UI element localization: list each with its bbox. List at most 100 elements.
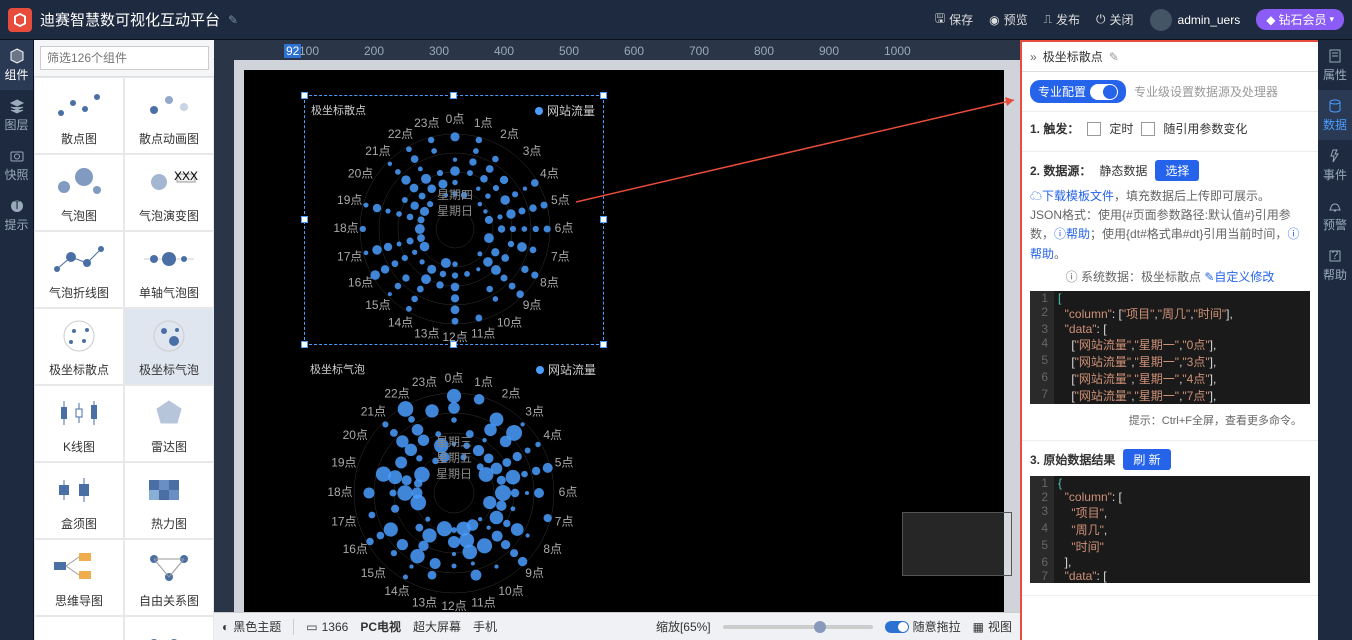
tab-props[interactable]: 属性 xyxy=(1318,40,1352,90)
right-tab-strip: 属性 数据 事件 预警 ? 帮助 xyxy=(1318,40,1352,640)
component-boxplot[interactable]: 盒须图 xyxy=(34,462,124,539)
component-preview xyxy=(134,315,204,357)
component-preview xyxy=(44,392,114,434)
svg-text:20点: 20点 xyxy=(348,167,373,181)
component-bubble[interactable]: 气泡图 xyxy=(34,154,124,231)
tab-data[interactable]: 数据 xyxy=(1318,90,1352,140)
custom-edit-link[interactable]: 自定义修改 xyxy=(1214,270,1274,284)
param-checkbox[interactable] xyxy=(1141,122,1155,136)
svg-text:13点: 13点 xyxy=(414,326,439,340)
user-menu[interactable]: admin_uers xyxy=(1150,9,1241,31)
component-polar-scatter[interactable]: 极坐标散点 xyxy=(34,308,124,385)
component-scatter[interactable]: 散点图 xyxy=(34,77,124,154)
view-button[interactable]: ▦ 视图 xyxy=(973,618,1012,635)
trigger-label: 1. 触发： xyxy=(1030,120,1079,137)
polar-bubble-component[interactable]: 极坐标气泡 网站流量 0点1点2点3点4点5点6点7点8点9点10点11点12点… xyxy=(304,355,604,612)
svg-text:2点: 2点 xyxy=(502,386,521,400)
component-scatter-anim[interactable]: 散点动画图 xyxy=(124,77,214,154)
svg-text:6点: 6点 xyxy=(559,485,578,499)
json-editor-1[interactable]: 1[2 "column": ["项目","周几","时间"],3 "data":… xyxy=(1030,291,1310,404)
close-icon: ⏻ xyxy=(1096,12,1106,27)
preview-button[interactable]: ◉ 预览 xyxy=(989,11,1028,28)
edit-icon[interactable]: ✎ xyxy=(1109,50,1119,64)
svg-text:19点: 19点 xyxy=(331,456,356,470)
component-candlestick[interactable]: K线图 xyxy=(34,385,124,462)
component-label: 极坐标散点 xyxy=(49,361,109,378)
tab-layers[interactable]: 图层 xyxy=(0,90,33,140)
svg-text:19点: 19点 xyxy=(337,193,362,207)
svg-text:星期三: 星期三 xyxy=(436,435,472,449)
component-preview xyxy=(44,546,114,588)
device-pc[interactable]: PC电视 xyxy=(360,618,401,635)
component-preview: XXX xyxy=(134,161,204,203)
minimap[interactable] xyxy=(902,512,1012,576)
component-bubble-axis[interactable]: 单轴气泡图 xyxy=(124,231,214,308)
svg-text:23点: 23点 xyxy=(414,116,439,130)
component-bubble-line[interactable]: 气泡折线图 xyxy=(34,231,124,308)
save-button[interactable]: 🖫 保存 xyxy=(935,9,973,30)
close-button[interactable]: ⏻ 关闭 xyxy=(1096,11,1134,28)
component-label: 单轴气泡图 xyxy=(139,284,199,301)
svg-text:4点: 4点 xyxy=(540,167,559,181)
svg-text:3点: 3点 xyxy=(525,405,544,419)
download-icon: ☁ xyxy=(1030,189,1042,203)
download-template-link[interactable]: 下载模板文件 xyxy=(1042,189,1114,203)
component-polar-bubble[interactable]: 极坐标气泡 xyxy=(124,308,214,385)
component-radar[interactable]: 雷达图 xyxy=(124,385,214,462)
component-bubble-evo[interactable]: XXX气泡演变图 xyxy=(124,154,214,231)
svg-text:XXX: XXX xyxy=(174,169,198,183)
refresh-button[interactable]: 刷 新 xyxy=(1123,449,1170,470)
tab-help[interactable]: ? 帮助 xyxy=(1318,240,1352,290)
tab-components[interactable]: 组件 xyxy=(0,40,33,90)
grid-icon: ▦ xyxy=(973,620,984,634)
polar-scatter-component[interactable]: 极坐标散点 网站流量 0点1点2点3点4点5点6点7点8点9点10点11点12点… xyxy=(304,95,604,345)
back-icon[interactable]: » xyxy=(1030,50,1037,64)
component-search-input[interactable] xyxy=(40,46,209,70)
help-link[interactable]: 帮助 xyxy=(1066,227,1090,241)
svg-text:8点: 8点 xyxy=(543,542,562,556)
timer-checkbox[interactable] xyxy=(1087,122,1101,136)
svg-text:15点: 15点 xyxy=(361,566,386,580)
tab-tips[interactable]: T 提示 xyxy=(0,190,33,240)
component-item[interactable] xyxy=(124,616,214,640)
edit-icon[interactable]: ✎ xyxy=(1204,270,1214,284)
edit-title-icon[interactable]: ✎ xyxy=(228,13,238,27)
save-icon: 🖫 xyxy=(935,9,945,30)
svg-text:22点: 22点 xyxy=(384,386,409,400)
drag-mode-toggle[interactable]: 随意拖拉 xyxy=(885,618,961,635)
theme-toggle[interactable]: ◐ 黑色主题 xyxy=(222,618,281,635)
canvas-width[interactable]: ▭ 1366 xyxy=(306,620,348,634)
svg-text:0点: 0点 xyxy=(446,112,465,126)
device-mobile[interactable]: 手机 xyxy=(473,618,497,635)
component-label: 盒须图 xyxy=(61,515,97,532)
device-large[interactable]: 超大屏幕 xyxy=(413,618,461,635)
component-label: 散点动画图 xyxy=(139,130,199,147)
property-panel: » 极坐标散点 ✎ 专业配置 专业级设置数据源及处理器 1. 触发： 定时 随引… xyxy=(1020,40,1318,640)
component-heatmap[interactable]: 热力图 xyxy=(124,462,214,539)
chevron-down-icon: ▾ xyxy=(1329,14,1334,25)
component-relation[interactable]: 自由关系图 xyxy=(124,539,214,616)
svg-text:1点: 1点 xyxy=(474,116,493,130)
zoom-slider[interactable] xyxy=(723,625,873,629)
component-item[interactable] xyxy=(34,616,124,640)
diamond-icon: ◆ xyxy=(1266,13,1275,27)
component-label: 极坐标气泡 xyxy=(139,361,199,378)
status-bar: ◐ 黑色主题 ▭ 1366 PC电视 超大屏幕 手机 缩放[65%] 随意拖拉 … xyxy=(214,612,1020,640)
component-label: 热力图 xyxy=(151,515,187,532)
publish-button[interactable]: ⎍ 发布 xyxy=(1044,11,1080,28)
help-link[interactable]: 帮助 xyxy=(1030,247,1054,261)
component-label: 自由关系图 xyxy=(139,592,199,609)
tab-snapshot[interactable]: 快照 xyxy=(0,140,33,190)
component-preview xyxy=(134,546,204,588)
canvas[interactable]: 极坐标散点 网站流量 0点1点2点3点4点5点6点7点8点9点10点11点12点… xyxy=(244,70,1004,612)
svg-text:星期日: 星期日 xyxy=(437,204,473,218)
component-preview xyxy=(44,161,114,203)
select-datasource-button[interactable]: 选择 xyxy=(1155,160,1199,181)
svg-text:10点: 10点 xyxy=(497,316,522,330)
pro-config-toggle[interactable]: 专业配置 xyxy=(1030,80,1126,103)
tab-events[interactable]: 事件 xyxy=(1318,140,1352,190)
component-mindmap[interactable]: 思维导图 xyxy=(34,539,124,616)
membership-badge[interactable]: ◆ 钻石会员 ▾ xyxy=(1256,9,1344,30)
tab-alert[interactable]: 预警 xyxy=(1318,190,1352,240)
canvas-viewport[interactable]: 极坐标散点 网站流量 0点1点2点3点4点5点6点7点8点9点10点11点12点… xyxy=(234,60,1020,612)
